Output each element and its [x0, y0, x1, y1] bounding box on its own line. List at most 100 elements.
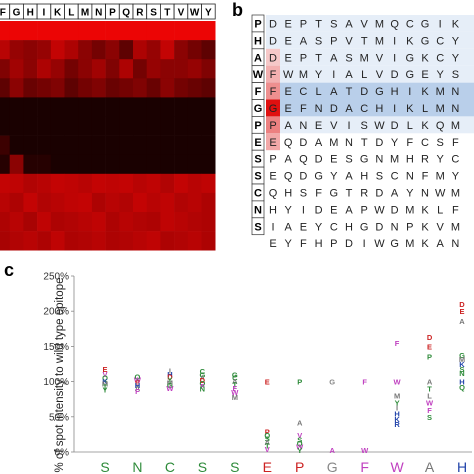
data-point-letter: P: [265, 428, 270, 437]
heatmap-cell: [201, 135, 216, 155]
heatmap-cell: [201, 78, 216, 98]
sequence-letter: T: [346, 86, 353, 98]
sequence-letter: E: [269, 137, 276, 149]
heatmap-cell: [105, 192, 120, 213]
heatmap-cell: [78, 40, 93, 60]
heatmap-cell: [50, 21, 65, 41]
sequence-letter: I: [393, 103, 396, 115]
data-point-letter: D: [167, 373, 173, 382]
heatmap-header-letter: K: [54, 8, 62, 19]
heatmap-cell: [174, 78, 189, 98]
heatmap-cell: [9, 212, 24, 232]
heatmap-cell: [37, 116, 52, 136]
heatmap-cell: [9, 173, 24, 194]
heatmap-cell: [91, 97, 106, 117]
data-point-letter: W: [296, 442, 304, 451]
sequence-letter: M: [375, 35, 384, 47]
sequence-letter: A: [345, 103, 353, 115]
sequence-letter: I: [439, 19, 442, 31]
wild-type-letter: E: [254, 137, 261, 149]
sequence-letter: A: [330, 86, 338, 98]
sequence-letter: L: [407, 120, 413, 132]
heatmap-cell: [0, 154, 10, 175]
sequence-letter: F: [422, 171, 429, 183]
heatmap-header-letter: N: [95, 8, 102, 19]
heatmap-cell: [187, 116, 202, 136]
heatmap-cell: [119, 21, 134, 41]
heatmap-cell: [0, 59, 10, 79]
heatmap-cell: [78, 231, 93, 251]
heatmap-cell: [174, 231, 189, 251]
sequence-letter: K: [421, 238, 429, 250]
heatmap-header-letter: H: [27, 8, 34, 19]
panel-c-label: c: [4, 260, 14, 280]
light-row-band: [266, 15, 474, 32]
heatmap-cell: [50, 192, 65, 213]
data-point-letter: Q: [459, 383, 465, 392]
heatmap-cell: [187, 135, 202, 155]
wild-type-letter: W: [253, 69, 264, 81]
heatmap-cell: [160, 78, 175, 98]
heatmap-cell: [78, 212, 93, 232]
sequence-letter: N: [451, 103, 459, 115]
heatmap-cell: [187, 192, 202, 213]
x-category-label: G: [327, 459, 338, 474]
highlight-column-cell: [266, 99, 280, 117]
heatmap-cell: [23, 173, 38, 194]
sequence-letter: C: [360, 103, 368, 115]
sequence-letter: D: [391, 120, 399, 132]
sequence-letter: N: [451, 238, 459, 250]
x-category-label: A: [425, 459, 435, 474]
heatmap-cell: [50, 97, 65, 117]
data-point-letter: L: [427, 392, 432, 401]
heatmap-cell: [0, 173, 10, 194]
sequence-letter: T: [315, 52, 322, 64]
heatmap-cell: [174, 135, 189, 155]
sequence-letter: N: [421, 188, 429, 200]
heatmap-cell: [9, 135, 24, 155]
heatmap-cell: [78, 116, 93, 136]
heatmap-cell: [23, 231, 38, 251]
heatmap-cell: [146, 78, 161, 98]
heatmap-cell: [64, 78, 79, 98]
heatmap-cell: [0, 192, 10, 213]
sequence-letter: D: [269, 52, 277, 64]
sequence-letter: G: [314, 171, 323, 183]
heatmap-cell: [91, 78, 106, 98]
data-point-letter: A: [297, 418, 303, 427]
heatmap-cell: [23, 59, 38, 79]
data-point-letter: W: [166, 384, 174, 393]
heatmap-cell: [201, 212, 216, 232]
data-point-letter: M: [394, 392, 400, 401]
panel-c-scatter-chart: c % of spot intensity to wild type epito…: [4, 260, 472, 474]
heatmap-cell: [91, 231, 106, 251]
sequence-letter: D: [315, 204, 323, 216]
heatmap-cell: [160, 21, 175, 41]
data-point-letter: S: [427, 413, 432, 422]
heatmap-cell: [146, 154, 161, 175]
data-point-letter: M: [102, 380, 108, 389]
heatmap-cell: [146, 116, 161, 136]
heatmap-cell: [174, 21, 189, 41]
heatmap-cell: [91, 116, 106, 136]
heatmap-cell: [50, 154, 65, 175]
data-point-letter: Y: [167, 375, 172, 384]
heatmap-cell: [160, 59, 175, 79]
heatmap-cell: [119, 154, 134, 175]
data-point-letter: A: [329, 446, 335, 455]
sequence-letter: I: [408, 86, 411, 98]
sequence-letter: I: [363, 238, 366, 250]
sequence-letter: I: [302, 204, 305, 216]
data-point-letter: E: [102, 365, 107, 374]
sequence-letter: F: [315, 188, 322, 200]
heatmap-cell: [201, 21, 216, 41]
sequence-letter: Q: [284, 171, 293, 183]
sequence-letter: S: [361, 120, 368, 132]
heatmap-header-letter: G: [13, 8, 21, 19]
sequence-letter: D: [375, 221, 383, 233]
heatmap-cell: [9, 59, 24, 79]
data-point-letter: E: [135, 378, 140, 387]
sequence-letter: I: [393, 52, 396, 64]
wild-type-letter: P: [254, 120, 261, 132]
